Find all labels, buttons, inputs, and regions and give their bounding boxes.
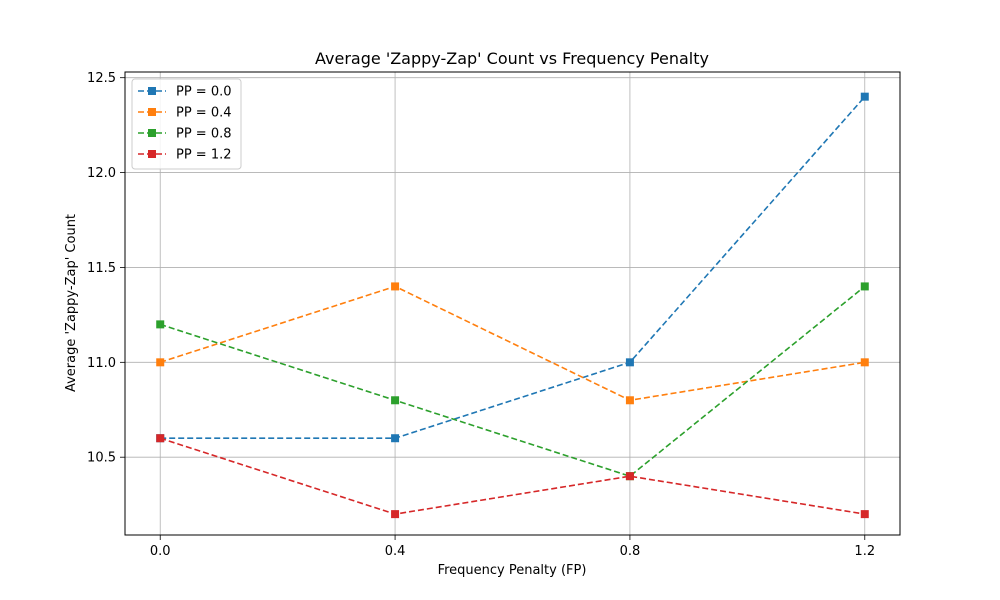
y-tick-label: 12.5	[87, 71, 116, 86]
x-tick-label: 0.0	[150, 544, 171, 559]
data-point	[860, 358, 869, 367]
legend-swatch-marker	[148, 129, 156, 137]
data-point	[391, 434, 400, 443]
y-axis: 10.5 11.0 11.5 12.0 12.5	[87, 71, 125, 466]
data-point	[625, 358, 634, 367]
legend-label: PP = 0.0	[176, 85, 232, 100]
x-tick-label: 0.4	[385, 544, 406, 559]
legend-item: PP = 0.4	[138, 106, 232, 121]
series-line	[159, 285, 866, 478]
legend: PP = 0.0 PP = 0.4 PP = 0.8 PP = 1.2	[131, 78, 242, 170]
legend-item: PP = 0.8	[138, 127, 232, 142]
series-line	[160, 96, 866, 440]
y-tick-label: 12.0	[87, 166, 116, 181]
data-point	[156, 320, 165, 329]
series-4	[156, 434, 869, 519]
x-tick-label: 0.8	[620, 544, 641, 559]
data-point	[860, 92, 869, 101]
legend-label: PP = 0.8	[176, 127, 232, 142]
chart-title: Average 'Zappy-Zap' Count vs Frequency P…	[315, 49, 709, 68]
x-axis: 0.0 0.4 0.8 1.2	[150, 535, 875, 559]
series-line	[159, 437, 865, 515]
series-layer	[156, 92, 869, 519]
y-axis-label: Average 'Zappy-Zap' Count	[64, 214, 79, 392]
plot-frame	[124, 71, 901, 536]
legend-label: PP = 1.2	[176, 148, 232, 163]
legend-swatch-marker	[148, 108, 156, 116]
data-point	[156, 434, 165, 443]
data-point	[860, 510, 869, 519]
data-point	[156, 358, 165, 367]
legend-label: PP = 0.4	[176, 106, 232, 121]
legend-item: PP = 0.0	[138, 85, 232, 100]
data-point	[625, 396, 634, 405]
data-point	[391, 510, 400, 519]
legend-swatch-marker	[148, 150, 156, 158]
legend-box	[131, 78, 242, 170]
data-point	[860, 282, 869, 291]
x-tick-label: 1.2	[854, 544, 875, 559]
y-tick-label: 11.0	[87, 356, 116, 371]
y-tick-label: 10.5	[87, 451, 116, 466]
plot-background	[125, 72, 900, 535]
data-point	[625, 472, 634, 481]
grid	[125, 72, 900, 535]
data-point	[391, 396, 400, 405]
legend-swatch-marker	[148, 87, 156, 95]
x-axis-label: Frequency Penalty (FP)	[438, 563, 587, 578]
legend-item: PP = 1.2	[138, 148, 232, 163]
data-point	[391, 282, 400, 291]
y-tick-label: 11.5	[87, 261, 116, 276]
